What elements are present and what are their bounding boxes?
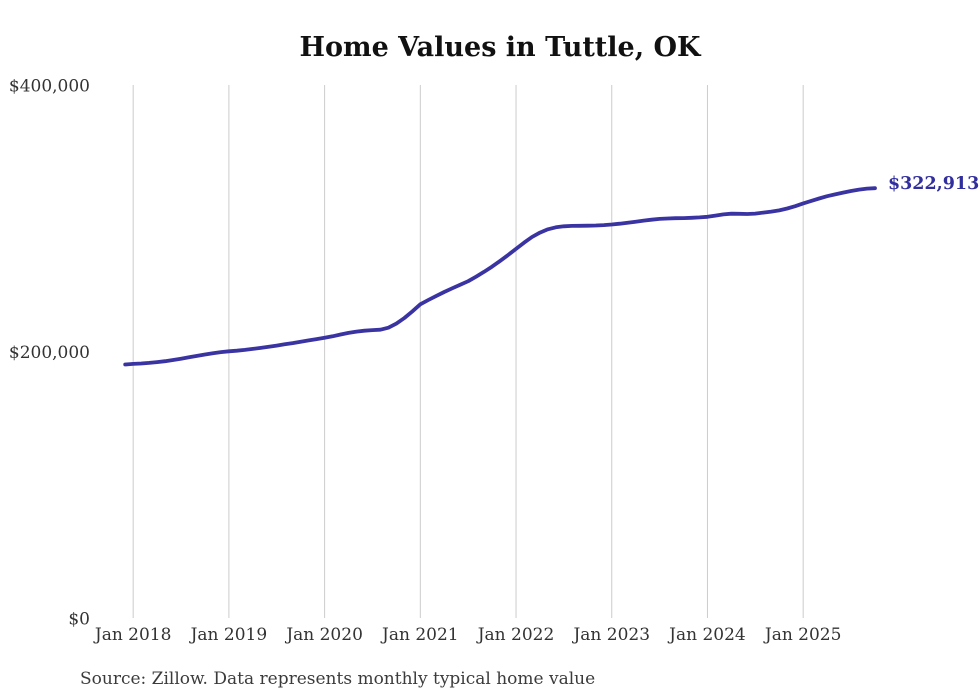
x-tick-label: Jan 2025	[763, 625, 842, 645]
x-tick-label: Jan 2020	[284, 625, 363, 645]
x-tick-label: Jan 2019	[189, 625, 268, 645]
x-tick-label: Jan 2024	[667, 625, 746, 645]
x-tick-label: Jan 2018	[93, 625, 172, 645]
y-tick-label: $400,000	[9, 77, 90, 97]
chart-title: Home Values in Tuttle, OK	[300, 32, 703, 63]
y-tick-label: $200,000	[9, 343, 90, 363]
source-note: Source: Zillow. Data represents monthly …	[80, 669, 595, 689]
y-axis-labels: $0 $200,000 $400,000	[9, 77, 90, 630]
x-axis-labels: Jan 2018 Jan 2019 Jan 2020 Jan 2021 Jan 2022…	[93, 625, 842, 645]
x-tick-label: Jan 2023	[571, 625, 650, 645]
x-tick-label: Jan 2022	[476, 625, 555, 645]
x-tick-label: Jan 2021	[380, 625, 459, 645]
y-tick-label: $0	[68, 610, 90, 630]
home-value-line-series	[123, 186, 877, 367]
gridlines	[132, 85, 804, 618]
end-value-label: $322,913	[888, 174, 979, 194]
